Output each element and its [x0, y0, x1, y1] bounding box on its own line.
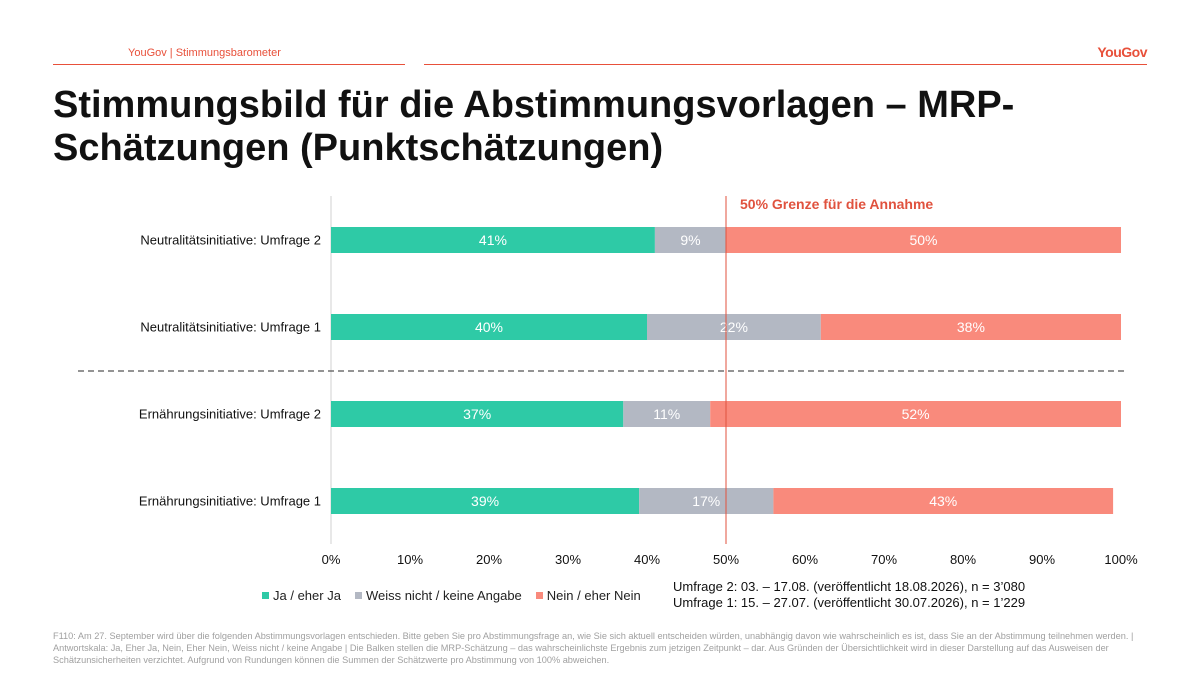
survey-info-umfrage-2: Umfrage 2: 03. – 17.08. (veröffentlicht …	[673, 579, 1026, 594]
header-divider-right	[424, 64, 1147, 65]
bar-segment	[331, 401, 624, 427]
bar-segment	[773, 488, 1114, 514]
legend-swatch-weiss-nicht	[354, 592, 362, 599]
source-label: YouGov | Stimmungsbarometer	[128, 47, 281, 59]
header-divider-left	[53, 64, 405, 65]
x-tick-label: 50%	[713, 552, 739, 567]
legend-item-weiss-nicht: Weiss nicht / keine Angabe	[354, 588, 522, 603]
data-label: 37%	[463, 406, 491, 422]
data-label: 52%	[902, 406, 930, 422]
bar-segment	[639, 488, 774, 514]
legend-swatch-ja	[262, 592, 269, 599]
legend-swatch-nein	[535, 592, 543, 599]
x-tick-label: 40%	[634, 552, 660, 567]
bar-segment	[623, 401, 711, 427]
data-label: 40%	[475, 319, 503, 335]
x-tick-label: 90%	[1029, 552, 1055, 567]
bar-segment	[647, 314, 821, 340]
x-tick-label: 0%	[322, 552, 341, 567]
data-label: 41%	[479, 232, 507, 248]
x-tick-label: 80%	[950, 552, 976, 567]
bar-segment	[726, 227, 1121, 253]
yougov-logo: YouGov	[1097, 44, 1147, 60]
bar-segment	[331, 227, 655, 253]
chart-legend: Ja / eher Ja Weiss nicht / keine Angabe …	[262, 588, 655, 603]
data-label: 11%	[653, 406, 680, 422]
bar-segment	[331, 488, 640, 514]
x-tick-label: 30%	[555, 552, 581, 567]
x-tick-label: 60%	[792, 552, 818, 567]
category-label: Ernährungsinitiative: Umfrage 2	[139, 407, 321, 422]
bar-segment	[820, 314, 1121, 340]
data-label: 22%	[720, 319, 748, 335]
data-label: 43%	[929, 493, 957, 509]
x-tick-label: 70%	[871, 552, 897, 567]
footnote: F110: Am 27. September wird über die fol…	[53, 631, 1134, 665]
data-label: 9%	[680, 232, 700, 248]
threshold-label: 50% Grenze für die Annahme	[740, 196, 934, 212]
data-label: 17%	[692, 493, 720, 509]
legend-label-weiss-nicht: Weiss nicht / keine Angabe	[365, 588, 522, 603]
page-title: Stimmungsbild für die Abstimmungsvorlage…	[53, 84, 1015, 169]
survey-info: Umfrage 2: 03. – 17.08. (veröffentlicht …	[673, 579, 1025, 611]
data-label: 39%	[471, 493, 499, 509]
legend-item-ja: Ja / eher Ja	[262, 588, 341, 603]
legend-item-nein: Nein / eher Nein	[535, 588, 641, 603]
bar-segment	[331, 314, 647, 340]
x-tick-label: 100%	[1104, 552, 1138, 567]
x-tick-label: 10%	[397, 552, 423, 567]
category-label: Neutralitätsinitiative: Umfrage 2	[140, 233, 321, 248]
legend-label-ja: Ja / eher Ja	[273, 588, 341, 603]
data-label: 50%	[909, 232, 937, 248]
survey-info-umfrage-1: Umfrage 1: 15. – 27.07. (veröffentlicht …	[673, 595, 1026, 610]
x-tick-label: 20%	[476, 552, 502, 567]
bar-segment	[654, 227, 726, 253]
category-label: Neutralitätsinitiative: Umfrage 1	[140, 320, 321, 335]
data-label: 38%	[957, 319, 985, 335]
category-label: Ernährungsinitiative: Umfrage 1	[139, 494, 321, 509]
bar-segment	[710, 401, 1121, 427]
legend-label-nein: Nein / eher Nein	[546, 588, 641, 603]
